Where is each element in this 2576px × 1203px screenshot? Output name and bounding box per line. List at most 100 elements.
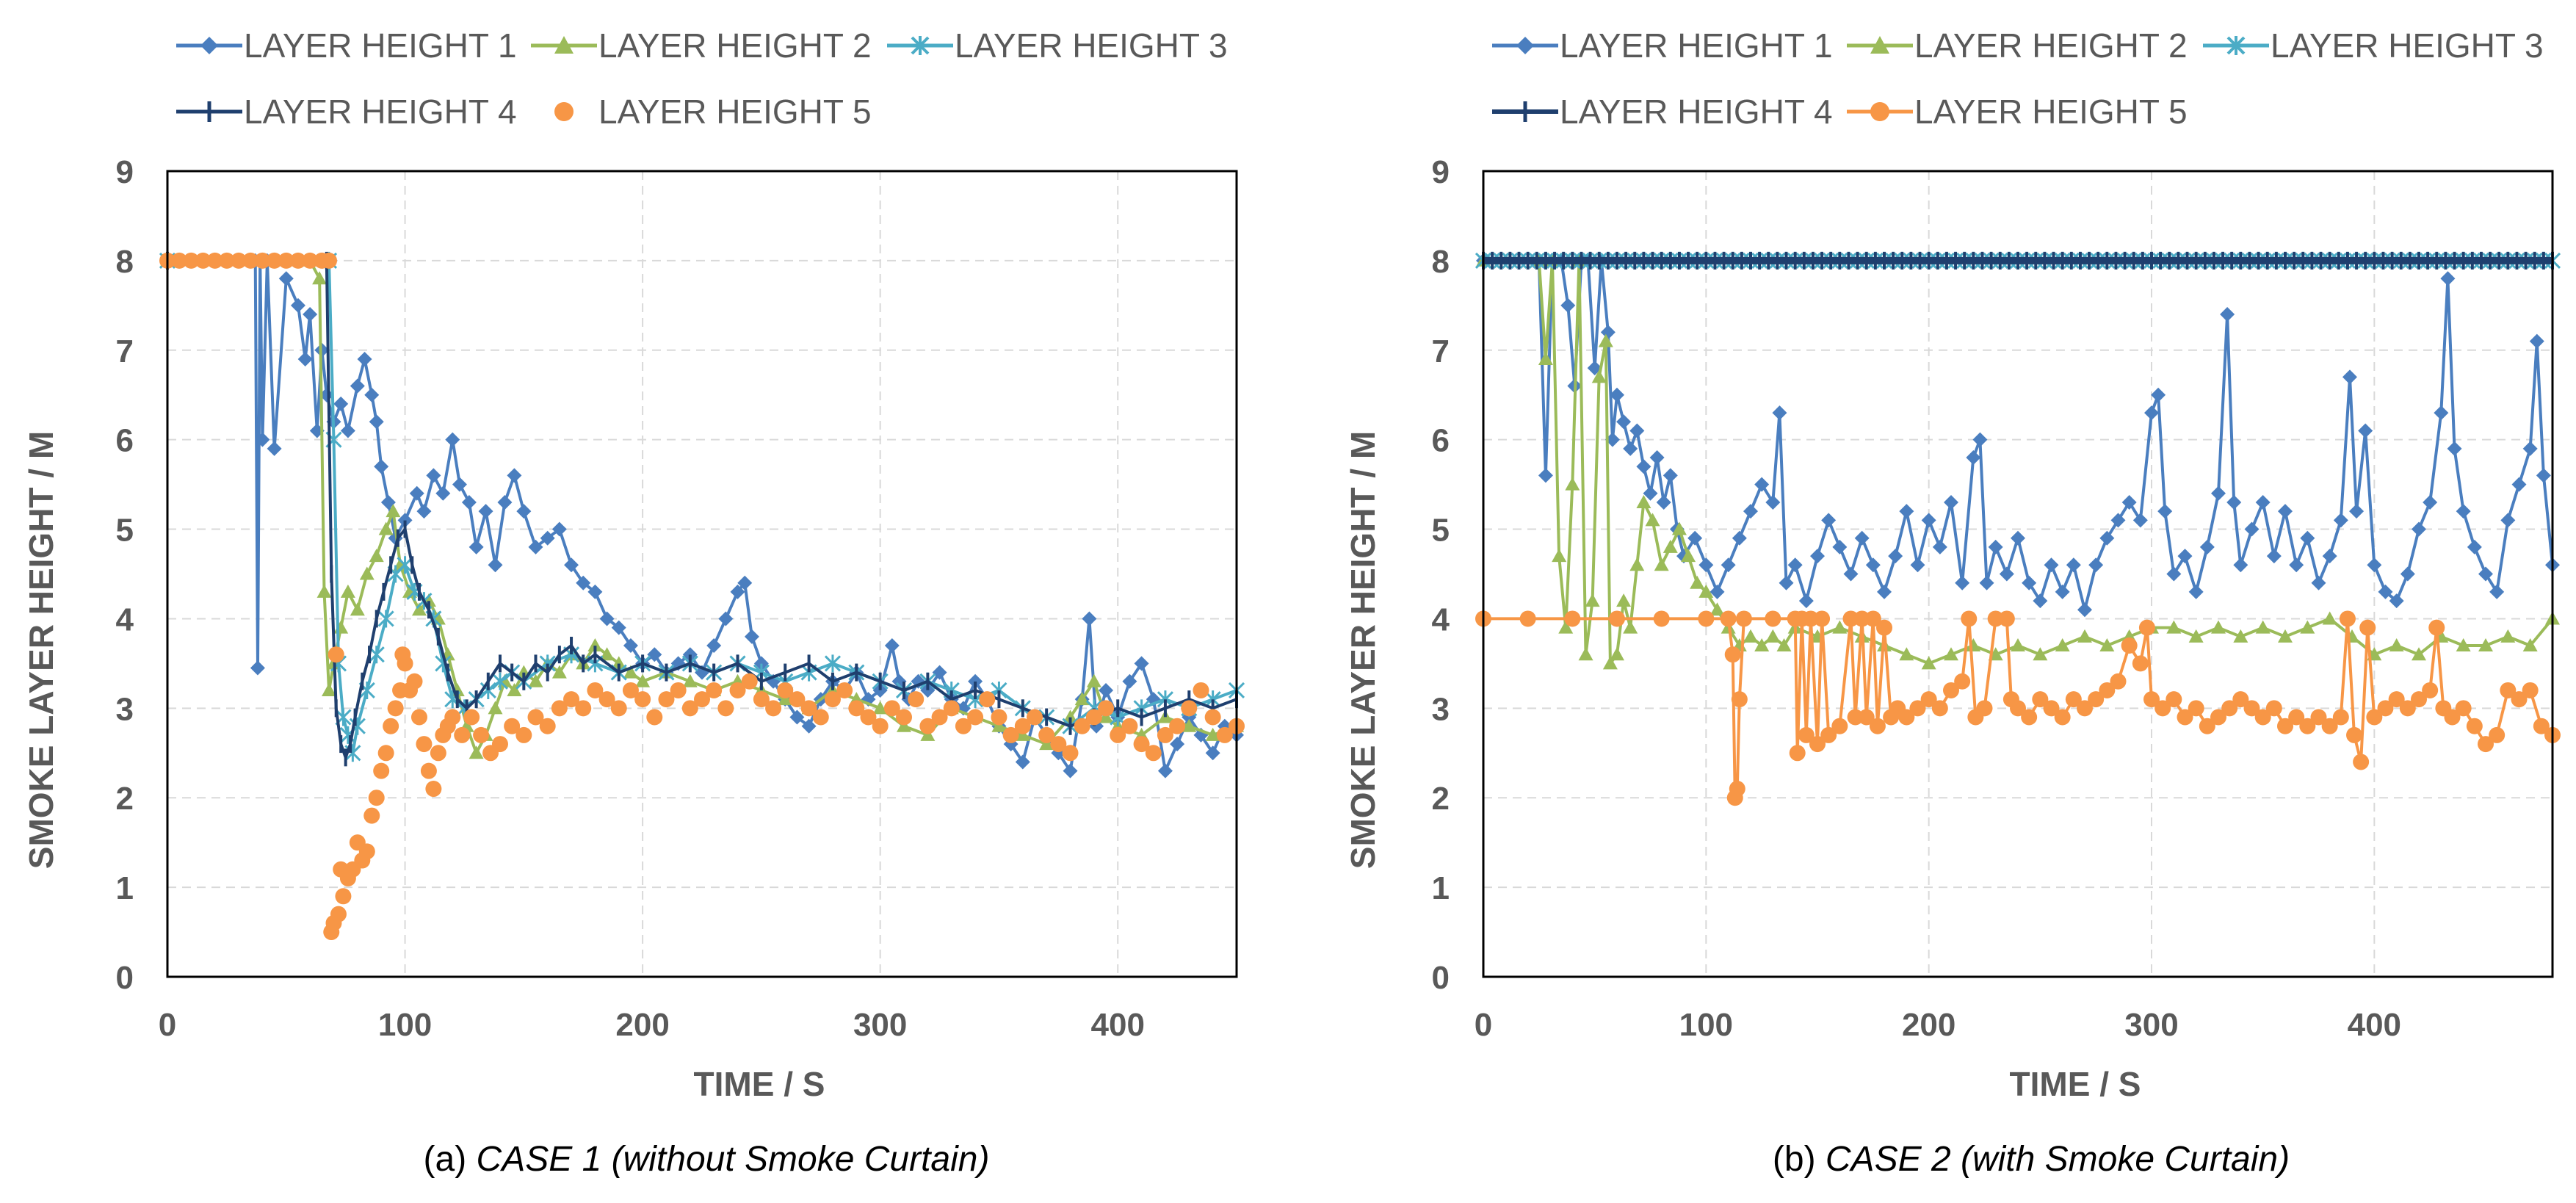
series-layer (1475, 251, 2561, 806)
data-point (991, 718, 1007, 732)
data-point (729, 682, 746, 698)
data-point (789, 691, 806, 708)
data-point (377, 745, 394, 762)
data-point (2533, 718, 2550, 734)
y-tick-label: 1 (1432, 870, 1450, 906)
data-point (2489, 726, 2506, 743)
data-point (2411, 691, 2427, 708)
data-point (575, 700, 592, 717)
data-point (801, 718, 817, 734)
data-point (387, 700, 404, 717)
chart-case-2: LAYER HEIGHT 1 LAYER HEIGHT 2 LAYER HEIG… (1344, 26, 2561, 1179)
data-point (1966, 450, 1981, 466)
data-point (2300, 620, 2315, 634)
data-point (800, 700, 817, 717)
data-point (290, 297, 305, 313)
data-point (335, 888, 352, 905)
series-layer (159, 251, 1245, 941)
data-point (478, 504, 493, 519)
data-point (1649, 450, 1665, 466)
data-point (872, 682, 888, 698)
data-point (426, 468, 441, 483)
data-point (2166, 691, 2182, 708)
data-point (2157, 504, 2173, 519)
data-point (1787, 557, 1803, 573)
data-point (1014, 718, 1031, 734)
data-point (2099, 638, 2115, 652)
data-point (350, 378, 365, 394)
data-point (1724, 646, 1741, 663)
data-point (896, 709, 913, 726)
data-point (2444, 709, 2461, 726)
data-point (1653, 610, 1670, 627)
data-point (2311, 575, 2326, 590)
data-point (1086, 673, 1101, 687)
data-point (551, 665, 567, 679)
data-point (430, 745, 446, 762)
plot-frame (1482, 170, 2554, 978)
data-point (1038, 726, 1055, 743)
data-point (2332, 709, 2349, 726)
caption-title: CASE 1 (without Smoke Curtain) (477, 1140, 990, 1179)
data-point (587, 584, 603, 599)
data-point (1944, 494, 1958, 510)
data-point (2378, 584, 2393, 599)
data-point (278, 271, 294, 286)
series-layer-height-5 (159, 252, 1245, 941)
axis-ticks: 0 1 2 3 4 5 6 7 8 9 0 100 200 300 400 (1432, 154, 2402, 1043)
data-point (1082, 611, 1097, 626)
data-point (321, 252, 338, 269)
data-point (2033, 593, 2048, 609)
data-point (242, 252, 259, 269)
data-point (454, 726, 471, 743)
data-point (1602, 656, 1618, 670)
data-point (1157, 726, 1173, 743)
data-point (1629, 557, 1645, 571)
data-point (1519, 610, 1536, 627)
data-point (409, 485, 424, 501)
data-point (2478, 638, 2493, 652)
data-point (1604, 432, 1620, 447)
data-point (836, 682, 853, 698)
data-point (2428, 619, 2445, 636)
legend-item-layer-height-4: LAYER HEIGHT 4 (176, 93, 517, 131)
data-point (2022, 575, 2037, 590)
data-point (2055, 584, 2070, 599)
chart-case-1: LAYER HEIGHT 1 LAYER HEIGHT 2 LAYER HEIG… (22, 26, 1245, 1179)
y-tick-label: 2 (116, 781, 134, 817)
data-point (1809, 736, 1826, 753)
data-point (2254, 709, 2271, 726)
data-point (789, 709, 805, 725)
caption-case-2: (b) CASE 2 (with Smoke Curtain) (1773, 1140, 2290, 1179)
data-point (1063, 709, 1078, 723)
y-tick-label: 7 (1432, 333, 1450, 369)
data-point (2188, 629, 2204, 643)
data-point (2500, 629, 2516, 643)
data-point (1538, 468, 1553, 483)
data-point (2489, 584, 2505, 599)
data-point (1772, 405, 1787, 421)
data-point (1122, 673, 1137, 689)
data-point (1842, 610, 1859, 627)
data-point (368, 790, 385, 806)
data-point (2447, 441, 2462, 456)
data-point (1002, 726, 1019, 743)
data-point (1765, 610, 1781, 627)
series-layer-height-5 (1475, 610, 2561, 806)
data-point (1943, 682, 1959, 698)
data-point (744, 629, 759, 644)
data-point (183, 252, 200, 269)
data-point (931, 709, 948, 726)
data-point (2088, 691, 2105, 708)
data-point (1170, 737, 1185, 752)
x-tick-label: 300 (853, 1007, 907, 1043)
data-point (1876, 619, 1892, 636)
data-point (1616, 593, 1632, 607)
data-point (1564, 610, 1581, 627)
data-point (576, 575, 591, 590)
data-point (2166, 620, 2182, 634)
data-point (1743, 629, 1758, 643)
data-point (1710, 584, 1725, 599)
data-point (1972, 432, 1988, 447)
y-tick-label: 4 (1432, 602, 1450, 637)
